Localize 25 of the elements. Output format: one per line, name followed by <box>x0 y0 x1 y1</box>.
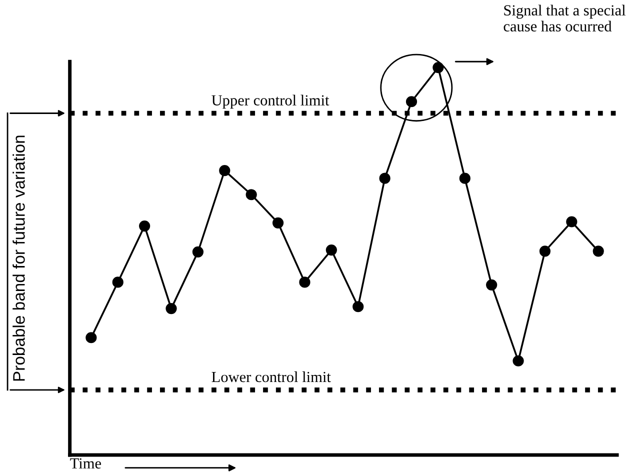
point <box>459 172 470 184</box>
ref-line-label: Lower control limit <box>212 371 331 382</box>
ref-line-label: Upper control limit <box>212 94 330 109</box>
point <box>539 246 551 257</box>
point <box>326 244 337 256</box>
point <box>112 276 124 288</box>
text: Signal that a special cause has ocurred <box>504 4 626 32</box>
point <box>592 246 604 257</box>
x-axis-title: Time <box>70 458 101 469</box>
point <box>566 216 578 228</box>
point <box>272 217 284 228</box>
point <box>486 279 498 290</box>
point <box>406 96 418 108</box>
point <box>352 301 364 312</box>
point <box>192 246 204 258</box>
point <box>86 332 97 344</box>
point <box>379 172 390 184</box>
point <box>166 303 177 314</box>
point <box>512 355 524 366</box>
point <box>139 220 150 232</box>
point <box>432 62 444 74</box>
point <box>219 165 230 176</box>
point <box>246 189 257 200</box>
y-axis-title: Probable band for future variation <box>12 136 25 381</box>
point <box>299 276 310 288</box>
